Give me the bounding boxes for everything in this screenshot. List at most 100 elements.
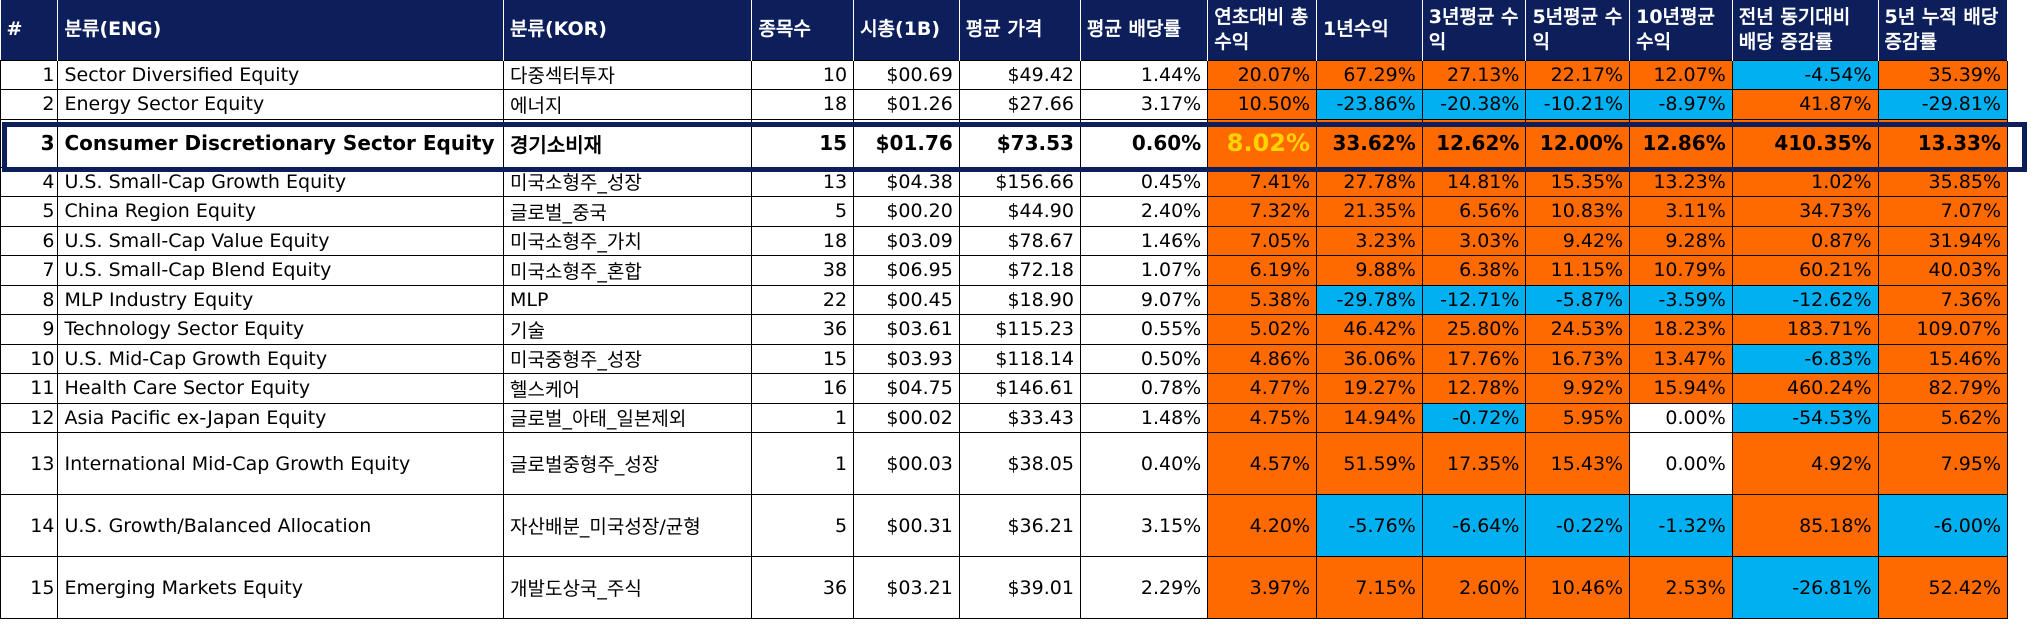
table-row[interactable]: 4 U.S. Small-Cap Growth Equity 미국소형주_성장 13 $…: [0, 166, 2009, 197]
cell-mcap[interactable]: $00.45: [853, 284, 960, 315]
table-row[interactable]: 5 China Region Equity 글로벌_중국 5 $00.20 $44.90 2…: [0, 196, 2009, 227]
cell-y10[interactable]: 3.11%: [1629, 196, 1733, 227]
cell-y10[interactable]: 0.00%: [1629, 432, 1733, 495]
cell-idx[interactable]: 11: [0, 373, 59, 404]
cell-idx[interactable]: 2: [0, 89, 59, 120]
cell-mcap[interactable]: $06.95: [853, 255, 960, 286]
cell-ytd[interactable]: 7.05%: [1207, 225, 1318, 256]
cell-y1[interactable]: 33.62%: [1316, 118, 1423, 168]
cell-yoy[interactable]: 1.02%: [1731, 166, 1879, 197]
cell-div[interactable]: 3.15%: [1079, 494, 1209, 557]
cell-idx[interactable]: 5: [0, 196, 59, 227]
cell-y3[interactable]: 27.13%: [1421, 59, 1527, 90]
cell-y10[interactable]: 13.47%: [1629, 343, 1733, 374]
cell-y1[interactable]: 19.27%: [1316, 373, 1423, 404]
column-header-7[interactable]: 연초대비 총수익: [1207, 0, 1318, 60]
cell-eng[interactable]: U.S. Small-Cap Growth Equity: [57, 166, 505, 197]
cell-mcap[interactable]: $03.93: [853, 343, 960, 374]
cell-mcap[interactable]: $01.76: [853, 118, 960, 168]
cell-price[interactable]: $39.01: [958, 556, 1081, 619]
cell-count[interactable]: 38: [751, 255, 855, 286]
cell-yoy[interactable]: 460.24%: [1731, 373, 1879, 404]
cell-price[interactable]: $36.21: [958, 494, 1081, 557]
cell-y10[interactable]: 12.07%: [1629, 59, 1733, 90]
cell-kor[interactable]: 자산배분_미국성장/균형: [503, 494, 753, 557]
column-header-3[interactable]: 종목수: [751, 0, 855, 60]
cell-ytd[interactable]: 4.77%: [1207, 373, 1318, 404]
cell-y1[interactable]: 3.23%: [1316, 225, 1423, 256]
cell-y3[interactable]: -20.38%: [1421, 89, 1527, 120]
cell-idx[interactable]: 6: [0, 225, 59, 256]
cell-y3[interactable]: 6.38%: [1421, 255, 1527, 286]
cell-count[interactable]: 16: [751, 373, 855, 404]
cell-yoy[interactable]: 410.35%: [1731, 118, 1879, 168]
cell-y5[interactable]: -10.21%: [1525, 89, 1631, 120]
cell-y5[interactable]: -5.87%: [1525, 284, 1631, 315]
cell-y1[interactable]: 46.42%: [1316, 314, 1423, 345]
cell-y10[interactable]: -8.97%: [1629, 89, 1733, 120]
cell-eng[interactable]: U.S. Mid-Cap Growth Equity: [57, 343, 505, 374]
column-header-0[interactable]: #: [0, 0, 59, 60]
column-header-1[interactable]: 분류(ENG): [57, 0, 505, 60]
cell-eng[interactable]: Energy Sector Equity: [57, 89, 505, 120]
cell-yoy[interactable]: 183.71%: [1731, 314, 1879, 345]
cell-div[interactable]: 3.17%: [1079, 89, 1209, 120]
cell-count[interactable]: 36: [751, 556, 855, 619]
cell-idx[interactable]: 12: [0, 402, 59, 433]
cell-yoy[interactable]: 34.73%: [1731, 196, 1879, 227]
cell-idx[interactable]: 9: [0, 314, 59, 345]
cell-y5[interactable]: 9.42%: [1525, 225, 1631, 256]
cell-cum5[interactable]: 31.94%: [1877, 225, 2009, 256]
cell-eng[interactable]: U.S. Small-Cap Value Equity: [57, 225, 505, 256]
cell-yoy[interactable]: 4.92%: [1731, 432, 1879, 495]
cell-kor[interactable]: 헬스케어: [503, 373, 753, 404]
column-header-13[interactable]: 5년 누적 배당 증감률: [1878, 0, 2009, 60]
cell-y3[interactable]: 6.56%: [1421, 196, 1527, 227]
cell-cum5[interactable]: -6.00%: [1877, 494, 2009, 557]
cell-ytd[interactable]: 20.07%: [1207, 59, 1318, 90]
cell-cum5[interactable]: 109.07%: [1877, 314, 2009, 345]
cell-eng[interactable]: Health Care Sector Equity: [57, 373, 505, 404]
column-header-8[interactable]: 1년수익: [1316, 0, 1423, 60]
column-header-11[interactable]: 10년평균 수익: [1629, 0, 1733, 60]
cell-price[interactable]: $38.05: [958, 432, 1081, 495]
cell-ytd[interactable]: 5.02%: [1207, 314, 1318, 345]
cell-count[interactable]: 18: [751, 89, 855, 120]
cell-count[interactable]: 10: [751, 59, 855, 90]
cell-y10[interactable]: 15.94%: [1629, 373, 1733, 404]
cell-ytd[interactable]: 6.19%: [1207, 255, 1318, 286]
cell-eng[interactable]: China Region Equity: [57, 196, 505, 227]
cell-kor[interactable]: 글로벌중형주_성장: [503, 432, 753, 495]
cell-count[interactable]: 36: [751, 314, 855, 345]
cell-idx[interactable]: 15: [0, 556, 59, 619]
cell-kor[interactable]: 기술: [503, 314, 753, 345]
cell-ytd[interactable]: 7.32%: [1207, 196, 1318, 227]
cell-y3[interactable]: -12.71%: [1421, 284, 1527, 315]
cell-kor[interactable]: MLP: [503, 284, 753, 315]
cell-mcap[interactable]: $00.31: [853, 494, 960, 557]
column-header-2[interactable]: 분류(KOR): [503, 0, 753, 60]
cell-y3[interactable]: 3.03%: [1421, 225, 1527, 256]
cell-y1[interactable]: -5.76%: [1316, 494, 1423, 557]
cell-mcap[interactable]: $03.09: [853, 225, 960, 256]
cell-y10[interactable]: 10.79%: [1629, 255, 1733, 286]
cell-yoy[interactable]: 60.21%: [1731, 255, 1879, 286]
table-row[interactable]: 13 International Mid-Cap Growth Equity 글로벌…: [0, 432, 2009, 495]
cell-y3[interactable]: -0.72%: [1421, 402, 1527, 433]
cell-count[interactable]: 5: [751, 196, 855, 227]
cell-y3[interactable]: 14.81%: [1421, 166, 1527, 197]
cell-eng[interactable]: U.S. Small-Cap Blend Equity: [57, 255, 505, 286]
cell-mcap[interactable]: $03.61: [853, 314, 960, 345]
cell-yoy[interactable]: 0.87%: [1731, 225, 1879, 256]
table-row[interactable]: 1 Sector Diversified Equity 다중섹터투자 10 $00.69…: [0, 59, 2009, 90]
cell-eng[interactable]: Asia Pacific ex-Japan Equity: [57, 402, 505, 433]
cell-mcap[interactable]: $01.26: [853, 89, 960, 120]
cell-yoy[interactable]: -6.83%: [1731, 343, 1879, 374]
cell-ytd[interactable]: 4.57%: [1207, 432, 1318, 495]
cell-yoy[interactable]: 85.18%: [1731, 494, 1879, 557]
cell-yoy[interactable]: -54.53%: [1731, 402, 1879, 433]
cell-eng[interactable]: International Mid-Cap Growth Equity: [57, 432, 505, 495]
cell-y1[interactable]: 67.29%: [1316, 59, 1423, 90]
cell-div[interactable]: 1.48%: [1079, 402, 1209, 433]
cell-div[interactable]: 9.07%: [1079, 284, 1209, 315]
